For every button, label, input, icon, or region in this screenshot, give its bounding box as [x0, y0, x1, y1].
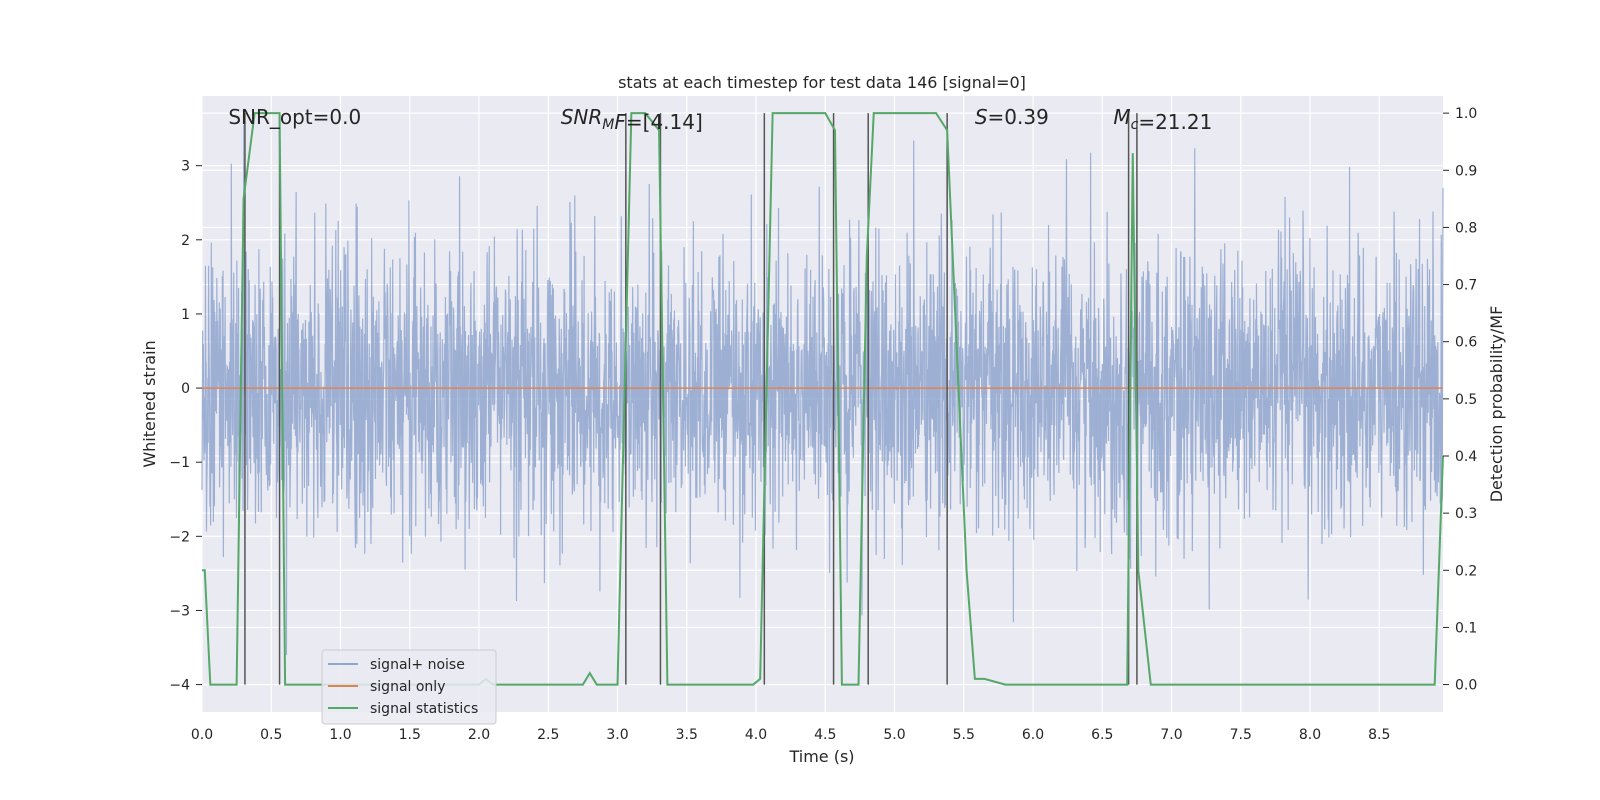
x-tick-label: 5.5 — [953, 727, 975, 743]
x-axis-ticks: 0.0 0.5 1.0 1.5 2.0 2.5 3.0 3.5 4.0 4.5 5.0 5.5 6.0 6… — [191, 727, 1391, 743]
chart-title: stats at each timestep for test data 146… — [618, 73, 1026, 92]
x-tick-label: 6.5 — [1091, 727, 1113, 743]
y-left-axis-label: Whitened strain — [140, 340, 159, 467]
y-right-axis-label: Detection probability/MF — [1487, 306, 1506, 503]
x-tick-label: 8.5 — [1368, 727, 1390, 743]
y-right-tick-label: 0.4 — [1455, 449, 1477, 465]
y-left-axis-ticks: −4 −3 −2 −1 0 1 2 3 — [169, 159, 202, 694]
x-tick-label: 1.5 — [399, 727, 421, 743]
y-left-tick-label: 1 — [181, 307, 190, 323]
legend-box — [321, 649, 497, 725]
y-right-tick-label: 0.3 — [1455, 506, 1477, 522]
y-right-tick-label: 0.2 — [1455, 563, 1477, 579]
y-left-tick-label: −4 — [169, 678, 190, 694]
x-tick-label: 8.0 — [1299, 727, 1321, 743]
x-tick-label: 3.0 — [606, 727, 628, 743]
annotations: SNR_opt=0.0 SNRMF=[4.14] S=0.39 Mc=21.21 — [228, 105, 1212, 134]
x-tick-label: 5.0 — [883, 727, 905, 743]
y-left-tick-label: 3 — [181, 159, 190, 175]
y-left-tick-label: 0 — [181, 381, 190, 397]
x-tick-label: 0.5 — [260, 727, 282, 743]
x-tick-label: 3.5 — [676, 727, 698, 743]
x-tick-label: 7.0 — [1160, 727, 1182, 743]
y-right-tick-label: 0.5 — [1455, 392, 1477, 408]
y-left-tick-label: −2 — [169, 529, 190, 545]
y-right-tick-label: 1.0 — [1455, 106, 1477, 122]
x-tick-label: 2.0 — [468, 727, 490, 743]
annotation-text: SNRMF=[4.14] — [561, 105, 703, 134]
annotation-text: S=0.39 — [975, 105, 1049, 129]
y-right-axis-ticks: 0.0 0.1 0.2 0.3 0.4 0.5 0.6 0.7 0.8 0.9 1.0 — [1443, 106, 1477, 694]
x-axis-label: Time (s) — [788, 747, 854, 766]
annotation-text: SNR_opt=0.0 — [228, 105, 361, 129]
y-left-tick-label: −1 — [169, 455, 190, 471]
y-right-tick-label: 0.8 — [1455, 220, 1477, 236]
y-right-tick-label: 0.0 — [1455, 678, 1477, 694]
x-tick-label: 7.5 — [1230, 727, 1252, 743]
signal-statistics-series — [202, 112, 1444, 686]
x-tick-label: 0.0 — [191, 727, 213, 743]
y-left-tick-label: 2 — [181, 233, 190, 249]
x-tick-label: 6.0 — [1022, 727, 1044, 743]
signal-plus-noise-series — [201, 124, 1444, 655]
legend: signal+ noise signal only signal statist… — [321, 649, 497, 725]
y-right-tick-label: 0.6 — [1455, 335, 1477, 351]
x-tick-label: 4.5 — [814, 727, 836, 743]
signal-plus-noise-line — [201, 124, 1444, 655]
y-right-tick-label: 0.7 — [1455, 278, 1477, 294]
legend-label-signal-noise: signal+ noise — [370, 657, 465, 673]
y-left-tick-label: −3 — [169, 603, 190, 619]
x-tick-label: 1.0 — [329, 727, 351, 743]
signal-statistics-line — [202, 112, 1444, 686]
annotation-text: Mc=21.21 — [1113, 105, 1212, 134]
y-right-tick-label: 0.9 — [1455, 163, 1477, 179]
legend-label-signal-only: signal only — [370, 679, 445, 695]
y-right-tick-label: 0.1 — [1455, 620, 1477, 636]
x-tick-label: 4.0 — [745, 727, 767, 743]
x-tick-label: 2.5 — [537, 727, 559, 743]
legend-label-signal-statistics: signal statistics — [370, 701, 478, 717]
